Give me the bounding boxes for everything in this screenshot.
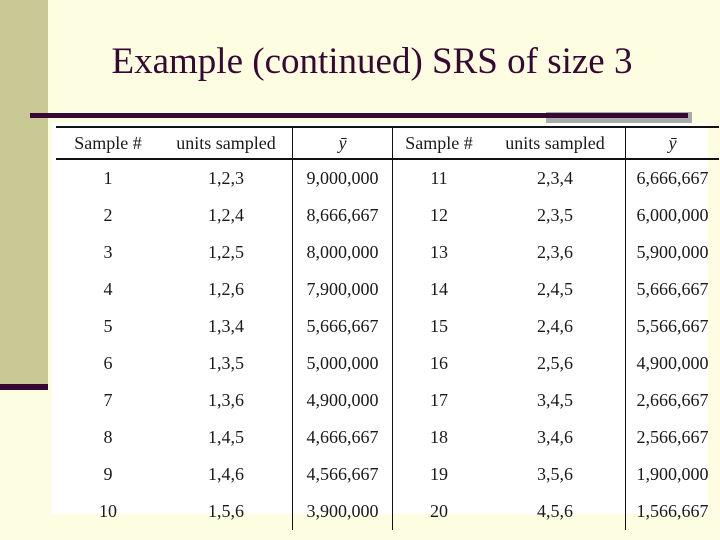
cell-units-sampled: 1,3,4 xyxy=(160,308,293,345)
cell-y-bar-value: 6,000,000 xyxy=(636,205,709,225)
cell-units-sampled: 2,4,5 xyxy=(485,271,626,308)
cell-sample-number: 14 xyxy=(430,279,448,299)
column-header-y-bar: ȳ xyxy=(292,126,393,160)
cell-units-sampled: 1,2,5 xyxy=(160,234,293,271)
cell-sample-number: 15 xyxy=(430,316,448,336)
cell-sample-number: 19 xyxy=(430,464,448,484)
cell-units-sampled: 3,5,6 xyxy=(485,456,626,493)
cell-units-sampled: 1,2,4 xyxy=(160,197,293,234)
cell-y-bar-value: 1,900,000 xyxy=(636,464,709,484)
cell-sample-number: 3 xyxy=(103,242,113,262)
table-row: 8 1,4,5 4,666,667 18 3,4,6 2,566,667 xyxy=(56,419,719,456)
cell-y-bar-value: 4,900,000 xyxy=(292,382,393,419)
title-rule xyxy=(30,113,688,118)
cell-y-bar-value: 5,566,667 xyxy=(636,316,709,336)
cell-units-sampled: 2,5,6 xyxy=(485,345,626,382)
table-header-row: Sample # units sampled ȳ Sample # units samp… xyxy=(56,126,719,160)
table-row: 3 1,2,5 8,000,000 13 2,3,6 5,900,000 xyxy=(56,234,719,271)
table-row: 5 1,3,4 5,666,667 15 2,4,6 5,566,667 xyxy=(56,308,719,345)
cell-units-sampled: 1,4,6 xyxy=(160,456,293,493)
column-header-y-bar: ȳ xyxy=(625,126,719,160)
cell-y-bar-value: 4,900,000 xyxy=(636,353,709,373)
cell-units-sampled: 1,2,3 xyxy=(160,159,293,197)
cell-units-sampled: 1,4,5 xyxy=(160,419,293,456)
table-row: 1 1,2,3 9,000,000 11 2,3,4 6,666,667 xyxy=(56,159,719,197)
column-header: units sampled xyxy=(485,126,626,160)
cell-y-bar-value: 8,000,000 xyxy=(292,234,393,271)
cell-sample-number: 18 xyxy=(430,427,448,447)
cell-units-sampled: 2,3,6 xyxy=(485,234,626,271)
cell-y-bar-value: 7,900,000 xyxy=(292,271,393,308)
cell-units-sampled: 1,5,6 xyxy=(160,493,293,530)
table-row: 10 1,5,6 3,900,000 20 4,5,6 1,566,667 xyxy=(56,493,719,530)
cell-sample-number: 17 xyxy=(430,390,448,410)
cell-sample-number: 12 xyxy=(430,205,448,225)
cell-y-bar-value: 5,900,000 xyxy=(636,242,709,262)
cell-sample-number: 1 xyxy=(103,168,113,188)
cell-sample-number: 20 xyxy=(430,501,448,521)
cell-units-sampled: 2,4,6 xyxy=(485,308,626,345)
table-row: 6 1,3,5 5,000,000 16 2,5,6 4,900,000 xyxy=(56,345,719,382)
srs-table-panel: Sample # units sampled ȳ Sample # units samp… xyxy=(52,123,719,530)
cell-sample-number: 13 xyxy=(430,242,448,262)
table-body: 1 1,2,3 9,000,000 11 2,3,4 6,666,667 2 1,2,4 8,6… xyxy=(56,159,719,530)
cell-y-bar-value: 4,566,667 xyxy=(292,456,393,493)
cell-sample-number: 2 xyxy=(103,205,113,225)
cell-sample-number: 4 xyxy=(103,279,113,299)
cell-sample-number: 11 xyxy=(430,168,448,188)
cell-y-bar-value: 5,666,667 xyxy=(636,279,709,299)
cell-sample-number: 5 xyxy=(103,316,113,336)
srs-sample-table: Sample # units sampled ȳ Sample # units samp… xyxy=(56,126,719,530)
column-header: units sampled xyxy=(160,126,293,160)
sidebar-accent-underline xyxy=(0,384,48,390)
column-header: Sample # xyxy=(392,126,485,160)
cell-sample-number: 16 xyxy=(430,353,448,373)
slide-title: Example (continued) SRS of size 3 xyxy=(111,41,633,82)
table-header-row: Sample # units sampled ȳ Sample # units samp… xyxy=(56,126,719,160)
cell-y-bar-value: 4,666,667 xyxy=(292,419,393,456)
cell-y-bar-value: 1,566,667 xyxy=(636,501,709,521)
cell-y-bar-value: 9,000,000 xyxy=(292,159,393,197)
cell-y-bar-value: 8,666,667 xyxy=(292,197,393,234)
table-row: 4 1,2,6 7,900,000 14 2,4,5 5,666,667 xyxy=(56,271,719,308)
cell-units-sampled: 1,3,5 xyxy=(160,345,293,382)
table-row: 9 1,4,6 4,566,667 19 3,5,6 1,900,000 xyxy=(56,456,719,493)
cell-sample-number: 7 xyxy=(103,390,113,410)
cell-y-bar-value: 6,666,667 xyxy=(636,168,709,188)
cell-sample-number: 8 xyxy=(103,427,113,447)
table-row: 7 1,3,6 4,900,000 17 3,4,5 2,666,667 xyxy=(56,382,719,419)
cell-y-bar-value: 2,666,667 xyxy=(636,390,709,410)
cell-y-bar-value: 5,666,667 xyxy=(292,308,393,345)
cell-sample-number: 9 xyxy=(103,464,113,484)
sidebar-accent-bar xyxy=(0,0,48,384)
cell-units-sampled: 1,3,6 xyxy=(160,382,293,419)
column-header: Sample # xyxy=(56,126,160,160)
cell-units-sampled: 1,2,6 xyxy=(160,271,293,308)
cell-sample-number: 10 xyxy=(99,501,117,521)
cell-units-sampled: 2,3,5 xyxy=(485,197,626,234)
cell-units-sampled: 3,4,6 xyxy=(485,419,626,456)
cell-y-bar-value: 5,000,000 xyxy=(292,345,393,382)
cell-y-bar-value: 3,900,000 xyxy=(292,493,393,530)
cell-units-sampled: 4,5,6 xyxy=(485,493,626,530)
cell-units-sampled: 2,3,4 xyxy=(485,159,626,197)
table-row: 2 1,2,4 8,666,667 12 2,3,5 6,000,000 xyxy=(56,197,719,234)
cell-y-bar-value: 2,566,667 xyxy=(636,427,709,447)
cell-units-sampled: 3,4,5 xyxy=(485,382,626,419)
cell-sample-number: 6 xyxy=(103,353,113,373)
